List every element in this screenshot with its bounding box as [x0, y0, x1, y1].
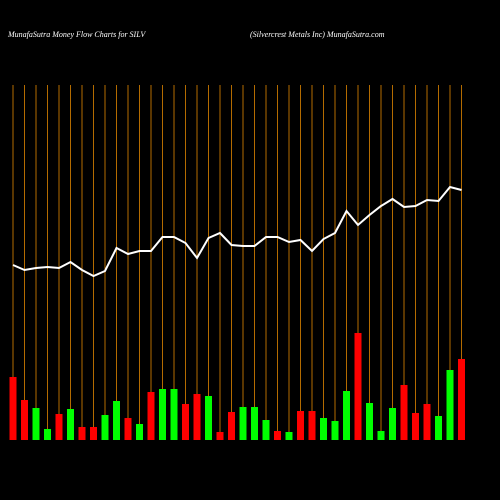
- bar: [205, 396, 212, 440]
- bar: [159, 389, 166, 440]
- bar: [136, 424, 143, 440]
- bar: [113, 401, 120, 440]
- bar: [320, 418, 327, 440]
- bar: [182, 404, 189, 440]
- bar: [78, 427, 86, 440]
- bar: [32, 408, 40, 440]
- bar: [400, 385, 408, 440]
- bar: [124, 418, 132, 440]
- bar: [44, 429, 51, 440]
- bar: [458, 359, 465, 440]
- bar: [21, 400, 28, 440]
- bar: [285, 432, 293, 440]
- bar: [354, 333, 362, 440]
- bar: [67, 409, 74, 440]
- bar: [297, 411, 304, 440]
- bar: [55, 414, 63, 440]
- bar: [446, 370, 454, 440]
- price-line: [12, 185, 462, 278]
- bar: [377, 431, 385, 440]
- bar: [366, 403, 373, 440]
- bar: [90, 427, 97, 440]
- bar: [262, 420, 270, 440]
- bar: [331, 421, 339, 440]
- bar: [435, 416, 442, 440]
- bar: [193, 394, 201, 440]
- bar: [308, 411, 316, 440]
- bar: [170, 389, 178, 440]
- bar: [251, 407, 258, 440]
- bar: [412, 413, 419, 440]
- chart-title: MunafaSutra Money Flow Charts for SILV: [7, 30, 146, 39]
- bar: [239, 407, 247, 440]
- bar: [274, 431, 281, 440]
- chart-subtitle: (Silvercrest Metals Inc) MunafaSutra.com: [250, 30, 385, 39]
- bar: [9, 377, 17, 440]
- bar: [343, 391, 350, 440]
- bar: [423, 404, 431, 440]
- bar: [147, 392, 155, 440]
- bar: [101, 415, 109, 440]
- bar: [216, 432, 224, 440]
- bar: [228, 412, 235, 440]
- bar: [389, 408, 396, 440]
